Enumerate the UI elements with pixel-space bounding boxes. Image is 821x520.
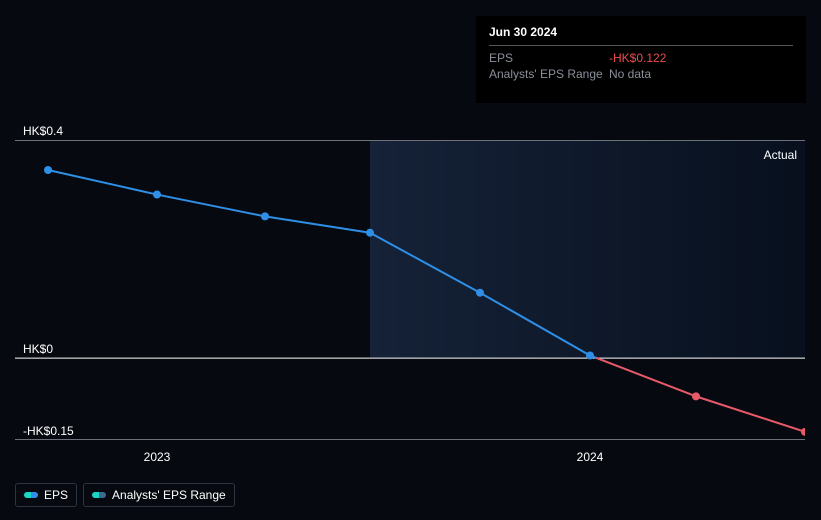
tooltip-row-label: Analysts' EPS Range bbox=[489, 66, 609, 82]
chart-tooltip: Jun 30 2024 EPS -HK$0.122 Analysts' EPS … bbox=[476, 16, 806, 103]
chart-legend: EPS Analysts' EPS Range bbox=[15, 483, 235, 507]
tooltip-table: EPS -HK$0.122 Analysts' EPS Range No dat… bbox=[489, 50, 793, 82]
tooltip-row-label: EPS bbox=[489, 50, 609, 66]
y-axis-label: HK$0 bbox=[23, 342, 53, 356]
tooltip-row-value: No data bbox=[609, 66, 793, 82]
x-axis-label: 2023 bbox=[144, 450, 171, 464]
legend-swatch-icon bbox=[24, 492, 38, 498]
legend-item-label: EPS bbox=[44, 488, 68, 502]
legend-item-analysts-range[interactable]: Analysts' EPS Range bbox=[83, 483, 235, 507]
legend-swatch-icon bbox=[92, 492, 106, 498]
legend-item-eps[interactable]: EPS bbox=[15, 483, 77, 507]
y-axis-label: -HK$0.15 bbox=[23, 424, 74, 438]
chart-plot[interactable] bbox=[15, 140, 805, 440]
eps-chart-container: Jun 30 2024 EPS -HK$0.122 Analysts' EPS … bbox=[0, 0, 821, 520]
actual-region-label: Actual bbox=[764, 148, 797, 162]
x-axis-label: 2024 bbox=[577, 450, 604, 464]
tooltip-row: Analysts' EPS Range No data bbox=[489, 66, 793, 82]
legend-item-label: Analysts' EPS Range bbox=[112, 488, 226, 502]
tooltip-divider bbox=[489, 45, 793, 46]
y-axis-label: HK$0.4 bbox=[23, 124, 63, 138]
tooltip-row-value: -HK$0.122 bbox=[609, 50, 793, 66]
tooltip-date: Jun 30 2024 bbox=[489, 25, 793, 43]
tooltip-row: EPS -HK$0.122 bbox=[489, 50, 793, 66]
